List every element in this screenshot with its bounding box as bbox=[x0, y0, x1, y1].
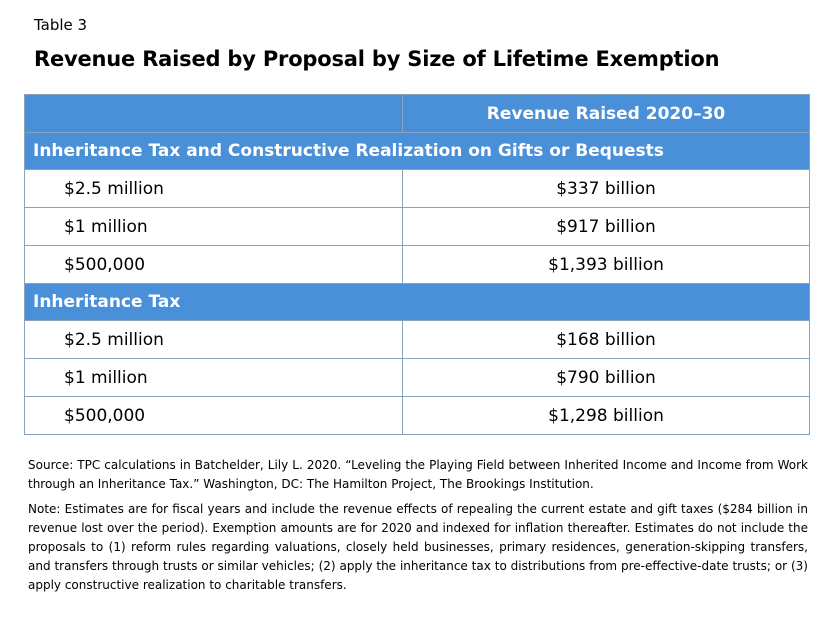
table-row: $2.5 million $168 billion bbox=[24, 320, 810, 359]
section-title: Inheritance Tax and Constructive Realiza… bbox=[24, 132, 810, 170]
source-note: Source: TPC calculations in Batchelder, … bbox=[28, 458, 808, 491]
table-row: $500,000 $1,393 billion bbox=[24, 245, 810, 284]
revenue-cell: $168 billion bbox=[402, 320, 810, 359]
exemption-cell: $2.5 million bbox=[24, 169, 403, 208]
explanatory-note: Note: Estimates are for fiscal years and… bbox=[28, 502, 808, 592]
table-row: $2.5 million $337 billion bbox=[24, 169, 810, 208]
revenue-table: Revenue Raised 2020–30 Inheritance Tax a… bbox=[24, 94, 810, 435]
exemption-cell: $1 million bbox=[24, 207, 403, 246]
table-row: $1 million $917 billion bbox=[24, 207, 810, 246]
footnotes: Source: TPC calculations in Batchelder, … bbox=[28, 456, 808, 601]
revenue-cell: $790 billion bbox=[402, 358, 810, 397]
exemption-cell: $1 million bbox=[24, 358, 403, 397]
section-title: Inheritance Tax bbox=[24, 283, 810, 321]
table-title: Revenue Raised by Proposal by Size of Li… bbox=[34, 47, 720, 71]
table-header-row: Revenue Raised 2020–30 bbox=[24, 94, 810, 133]
header-exemption-cell bbox=[24, 94, 403, 133]
exemption-cell: $500,000 bbox=[24, 245, 403, 284]
section-header-row: Inheritance Tax bbox=[24, 283, 810, 321]
table-row: $1 million $790 billion bbox=[24, 358, 810, 397]
section-header-row: Inheritance Tax and Constructive Realiza… bbox=[24, 132, 810, 170]
revenue-cell: $337 billion bbox=[402, 169, 810, 208]
header-revenue-cell: Revenue Raised 2020–30 bbox=[402, 94, 810, 133]
revenue-cell: $917 billion bbox=[402, 207, 810, 246]
exemption-cell: $2.5 million bbox=[24, 320, 403, 359]
revenue-cell: $1,393 billion bbox=[402, 245, 810, 284]
revenue-cell: $1,298 billion bbox=[402, 396, 810, 435]
table-label: Table 3 bbox=[34, 16, 88, 34]
table-row: $500,000 $1,298 billion bbox=[24, 396, 810, 435]
exemption-cell: $500,000 bbox=[24, 396, 403, 435]
